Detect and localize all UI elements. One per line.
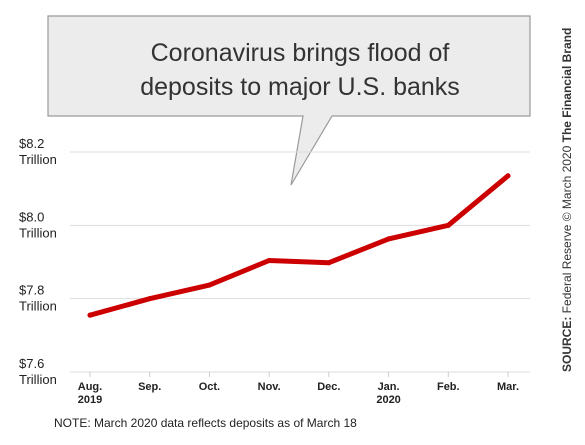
source-text: Federal Reserve © March 2020 xyxy=(560,145,574,314)
brand-name: The Financial Brand xyxy=(560,27,574,143)
data-point xyxy=(87,312,93,318)
chart-title: Coronavirus brings flood of deposits to … xyxy=(140,39,460,101)
data-point xyxy=(326,260,332,266)
data-point xyxy=(147,296,153,302)
y-tick-label: $8.0 xyxy=(19,209,44,224)
data-point xyxy=(386,236,392,242)
footnote: NOTE: March 2020 data reflects deposits … xyxy=(54,416,357,430)
source-label: SOURCE: xyxy=(560,316,574,372)
y-tick-label: $8.2 xyxy=(19,136,44,151)
x-tick-label: Dec. xyxy=(317,381,340,393)
y-tick-unit: Trillion xyxy=(19,152,57,167)
data-point xyxy=(206,282,212,288)
series-line xyxy=(87,173,511,318)
y-tick-label: $7.8 xyxy=(19,283,44,298)
data-point xyxy=(505,173,511,179)
x-tick-year: 2019 xyxy=(78,394,102,406)
source-credit: SOURCE: Federal Reserve © March 2020 The… xyxy=(560,28,574,372)
x-tick-label: Nov. xyxy=(258,381,281,393)
x-tick-label: Oct. xyxy=(199,381,220,393)
x-tick-label: Jan. xyxy=(378,381,400,393)
y-tick-unit: Trillion xyxy=(19,299,57,314)
x-tick-label: Sep. xyxy=(138,381,161,393)
y-tick-label: $7.6 xyxy=(19,356,44,371)
x-tick-label: Feb. xyxy=(437,381,460,393)
x-tick-year: 2020 xyxy=(376,394,400,406)
title-callout-bubble xyxy=(47,15,531,186)
y-tick-unit: Trillion xyxy=(19,225,57,240)
y-tick-unit: Trillion xyxy=(19,372,57,387)
data-point xyxy=(445,222,451,228)
x-tick-label: Aug. xyxy=(78,381,102,393)
data-point xyxy=(266,258,272,264)
x-tick-label: Mar. xyxy=(497,381,519,393)
